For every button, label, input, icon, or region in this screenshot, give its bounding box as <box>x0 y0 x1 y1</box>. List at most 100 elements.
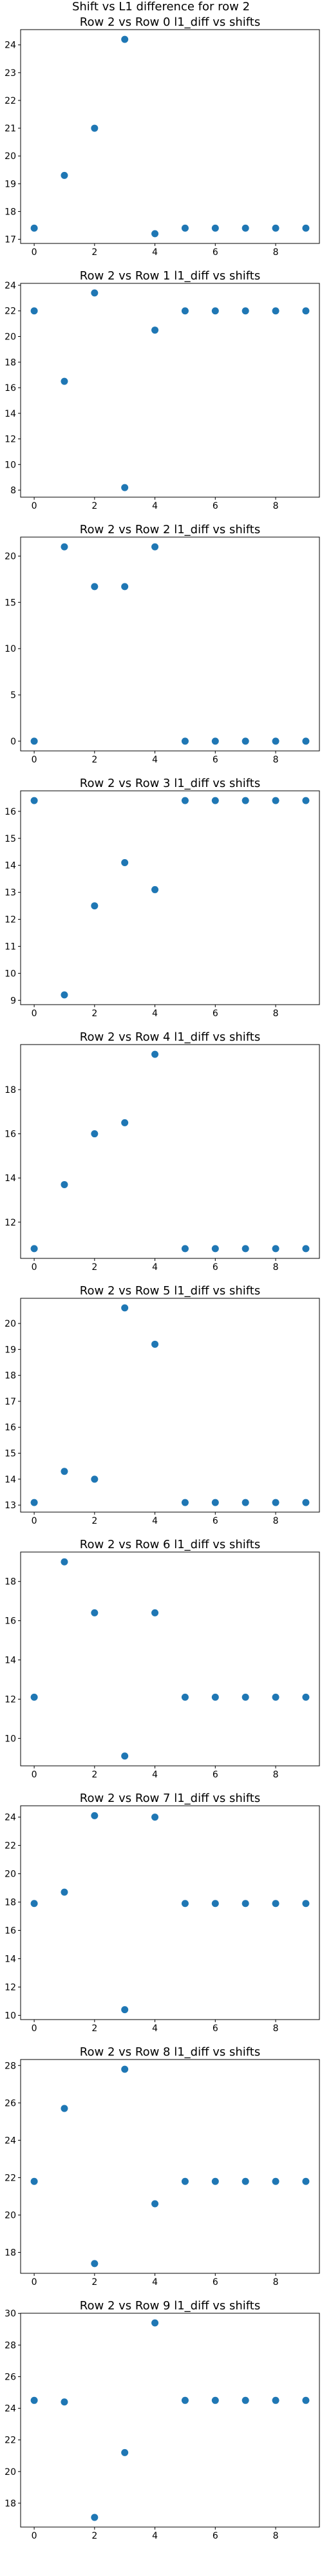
x-tick-label: 2 <box>91 2277 97 2287</box>
y-tick-label: 20 <box>5 1319 16 1329</box>
x-tick-label: 2 <box>91 2531 97 2541</box>
y-tick-label: 10 <box>5 460 16 470</box>
y-tick-label: 16 <box>5 1130 16 1140</box>
y-tick-label: 12 <box>5 1218 16 1228</box>
x-tick-label: 8 <box>273 755 279 765</box>
y-tick-label: 20 <box>5 2210 16 2221</box>
data-point <box>121 583 129 591</box>
data-point <box>211 1900 219 1908</box>
data-point <box>121 35 129 43</box>
x-tick-label: 8 <box>273 1516 279 1526</box>
data-point <box>302 1499 310 1506</box>
data-point <box>272 2177 279 2185</box>
data-point <box>61 1558 68 1566</box>
data-point <box>121 484 129 491</box>
y-tick-label: 19 <box>5 179 16 189</box>
data-point <box>30 1900 38 1908</box>
figure-suptitle: Shift vs L1 difference for row 2 <box>72 0 250 14</box>
y-tick-label: 17 <box>5 1397 16 1407</box>
x-tick-label: 2 <box>91 1770 97 1780</box>
data-point <box>302 1245 310 1253</box>
x-tick-label: 8 <box>273 247 279 258</box>
chart-panel-5: Row 2 vs Row 5 l1_diff vs shifts 0 2 4 6 8 13 1… <box>5 1284 320 1526</box>
chart-title: Row 2 vs Row 3 l1_diff vs shifts <box>80 777 260 790</box>
y-tick-label: 21 <box>5 124 16 134</box>
y-tick-label: 26 <box>5 2098 16 2108</box>
data-point <box>272 1693 279 1701</box>
chart-title: Row 2 vs Row 4 l1_diff vs shifts <box>80 1030 260 1044</box>
y-tick-label: 24 <box>5 2404 16 2414</box>
data-point <box>91 1609 99 1616</box>
data-point <box>91 1812 99 1819</box>
chart-title: Row 2 vs Row 1 l1_diff vs shifts <box>80 269 260 283</box>
chart-title: Row 2 vs Row 0 l1_diff vs shifts <box>80 15 260 29</box>
y-tick-label: 14 <box>5 861 16 871</box>
y-tick-label: 22 <box>5 1841 16 1852</box>
y-tick-label: 8 <box>10 486 16 496</box>
y-tick-label: 18 <box>5 357 16 368</box>
chart-panel-3: Row 2 vs Row 3 l1_diff vs shifts 0 2 4 6 8 9 10… <box>5 777 320 1019</box>
data-point <box>181 2396 189 2404</box>
x-tick-label: 6 <box>213 2023 218 2034</box>
data-point <box>30 224 38 232</box>
y-tick-label: 12 <box>5 1694 16 1705</box>
data-point <box>181 797 189 804</box>
y-tick-label: 20 <box>5 1870 16 1880</box>
x-tick-label: 0 <box>32 1516 37 1526</box>
y-tick-label: 18 <box>5 1085 16 1095</box>
y-tick-label: 18 <box>5 1371 16 1381</box>
data-point <box>302 737 310 745</box>
data-point <box>61 991 68 999</box>
data-point <box>242 797 249 804</box>
data-point <box>151 886 159 893</box>
y-tick-label: 22 <box>5 96 16 106</box>
data-point <box>61 2398 68 2406</box>
data-point <box>242 224 249 232</box>
y-tick-label: 5 <box>10 690 16 701</box>
data-point <box>30 737 38 745</box>
x-tick-label: 2 <box>91 501 97 511</box>
y-tick-label: 17 <box>5 235 16 245</box>
y-tick-label: 9 <box>10 996 16 1006</box>
y-tick-label: 11 <box>5 942 16 952</box>
data-point <box>211 2396 219 2404</box>
plot-frame <box>20 2059 320 2274</box>
x-tick-label: 6 <box>213 1770 218 1780</box>
y-tick-label: 10 <box>5 1734 16 1744</box>
chart-title: Row 2 vs Row 9 l1_diff vs shifts <box>80 2299 260 2313</box>
x-tick-label: 0 <box>32 1262 37 1273</box>
x-tick-label: 2 <box>91 1516 97 1526</box>
y-tick-label: 18 <box>5 1577 16 1587</box>
data-point <box>30 2177 38 2185</box>
data-point <box>151 543 159 551</box>
data-point <box>211 2177 219 2185</box>
data-point <box>121 1304 129 1312</box>
y-tick-label: 15 <box>5 834 16 844</box>
data-point <box>151 1340 159 1348</box>
data-point <box>151 230 159 238</box>
x-tick-label: 6 <box>213 2531 218 2541</box>
y-tick-label: 15 <box>5 598 16 608</box>
y-tick-label: 12 <box>5 1982 16 1993</box>
x-tick-label: 4 <box>152 2531 158 2541</box>
y-tick-label: 16 <box>5 383 16 393</box>
data-point <box>302 2396 310 2404</box>
x-tick-label: 6 <box>213 1262 218 1273</box>
x-tick-label: 4 <box>152 501 158 511</box>
y-tick-label: 14 <box>5 1173 16 1184</box>
y-tick-label: 16 <box>5 1616 16 1627</box>
y-tick-label: 13 <box>5 1501 16 1511</box>
data-point <box>151 2200 159 2208</box>
data-point <box>91 583 99 591</box>
chart-title: Row 2 vs Row 6 l1_diff vs shifts <box>80 1538 260 1551</box>
data-point <box>211 1693 219 1701</box>
data-point <box>61 1180 68 1188</box>
y-tick-label: 0 <box>10 737 16 747</box>
x-tick-label: 6 <box>213 1516 218 1526</box>
data-point <box>181 1693 189 1701</box>
data-point <box>91 1130 99 1138</box>
